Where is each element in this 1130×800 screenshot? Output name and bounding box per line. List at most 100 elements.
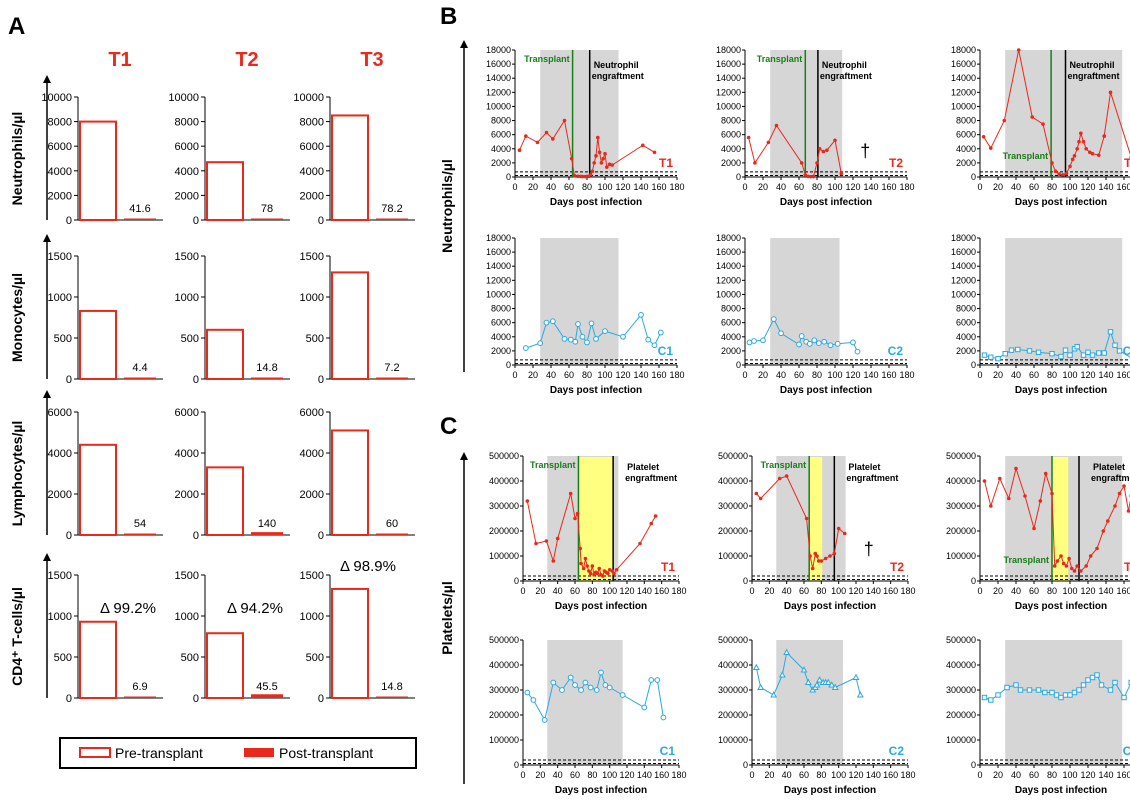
data-point xyxy=(758,496,763,501)
bar-post-transplant xyxy=(376,377,408,379)
x-tick-label: 40 xyxy=(782,770,792,780)
data-point xyxy=(641,704,648,711)
bar-pre-transplant xyxy=(331,429,369,537)
y-tick-label: 2000 xyxy=(956,158,976,168)
data-point xyxy=(813,681,821,688)
x-tick-label: 40 xyxy=(553,770,563,780)
x-tick-label: 160 xyxy=(881,370,896,380)
x-tick-label: 80 xyxy=(587,770,597,780)
post-value-label: 14.8 xyxy=(381,681,402,693)
data-point xyxy=(1068,164,1072,169)
data-point xyxy=(1070,157,1075,162)
x-tick-label: 120 xyxy=(1080,770,1095,780)
y-tick-label: 300000 xyxy=(718,501,748,511)
grey-region xyxy=(540,238,619,365)
y-tick-label: 1000 xyxy=(48,611,72,623)
y-tick-label: 0 xyxy=(743,576,748,586)
row-2-ylabel: Lymphocytes/µl xyxy=(9,421,25,527)
x-tick-label: 100 xyxy=(831,586,846,596)
data-point xyxy=(579,333,586,340)
data-point xyxy=(1079,569,1083,573)
data-point xyxy=(815,340,822,347)
x-tick-label: 20 xyxy=(758,370,768,380)
data-point xyxy=(1067,556,1071,561)
y-tick-label: 400000 xyxy=(489,476,519,486)
y-tick-label: 12000 xyxy=(486,275,511,285)
yellow-region xyxy=(809,457,823,581)
data-point xyxy=(1052,564,1057,568)
data-point xyxy=(854,348,861,355)
post-value-label: 14.8 xyxy=(256,362,277,374)
y-tick-label: 2000 xyxy=(956,346,976,356)
data-point xyxy=(1095,546,1099,551)
y-tick-label: 12000 xyxy=(951,275,976,285)
y-tick-label: 6000 xyxy=(300,407,324,419)
data-point xyxy=(806,340,813,347)
y-tick-label: 16000 xyxy=(486,247,511,257)
data-point xyxy=(1084,564,1088,568)
x-tick-label: 160 xyxy=(654,770,669,780)
data-point xyxy=(585,564,589,568)
patient-header-T2: T2 xyxy=(235,49,258,71)
data-point xyxy=(1112,679,1118,686)
bar-post-transplant xyxy=(124,377,156,379)
y-tick-label: 500000 xyxy=(946,635,976,645)
y-tick-label: 100000 xyxy=(946,551,976,561)
x-axis-label: Days post infection xyxy=(1015,385,1107,396)
bar-plot-T3-row-1: 0 500 1000 1500 7.2 xyxy=(300,251,415,386)
grey-region xyxy=(1005,640,1123,765)
engraftment-label-line1: Neutrophil xyxy=(822,60,867,70)
x-tick-label: 80 xyxy=(1047,370,1057,380)
data-point xyxy=(1035,349,1042,356)
y-tick-label: 18000 xyxy=(716,45,741,55)
data-point xyxy=(821,338,828,345)
y-tick-label: 100000 xyxy=(946,735,976,745)
engraftment-label-line2: engraftment xyxy=(846,473,898,483)
data-point xyxy=(1080,682,1087,688)
y-tick-label: 400000 xyxy=(718,476,748,486)
data-point xyxy=(1008,347,1015,353)
data-point xyxy=(821,149,826,154)
x-tick-label: 140 xyxy=(863,370,878,380)
data-point xyxy=(1088,150,1092,155)
data-point xyxy=(1071,689,1078,696)
data-point xyxy=(605,165,609,169)
B-ylabel: Neutrophils/µl xyxy=(439,159,455,253)
subplot-C-C2: 0 100000 200000 300000 400000 500000 0 20 40 60 80… xyxy=(718,635,916,796)
data-point xyxy=(828,554,832,558)
data-point xyxy=(1116,348,1123,354)
transplant-label: Transplant xyxy=(1003,151,1049,161)
y-tick-label: 8000 xyxy=(491,304,511,314)
data-point xyxy=(561,335,568,342)
y-tick-label: 16000 xyxy=(951,247,976,257)
data-point xyxy=(1059,554,1063,558)
x-tick-label: 140 xyxy=(633,370,648,380)
engraftment-label-line2: engraftment xyxy=(625,473,677,483)
data-point xyxy=(1049,351,1055,357)
data-point xyxy=(559,687,565,693)
data-point xyxy=(1041,122,1045,126)
x-tick-label: 40 xyxy=(776,182,786,192)
y-tick-label: 200000 xyxy=(489,710,519,720)
x-tick-label: 20 xyxy=(535,770,545,780)
yellow-region xyxy=(578,457,614,581)
post-value-label: 140 xyxy=(258,518,276,530)
data-point xyxy=(551,137,555,141)
data-point xyxy=(836,526,841,531)
legend-pre-swatch xyxy=(79,747,111,758)
data-point xyxy=(856,691,864,698)
y-tick-label: 14000 xyxy=(486,73,511,83)
data-point xyxy=(1062,347,1069,353)
bar-plot-T2-row-3: 0 500 1000 1500 45.5 Δ 94.2% xyxy=(175,570,290,705)
data-point xyxy=(582,679,589,686)
data-point xyxy=(573,516,577,521)
x-tick-label: 60 xyxy=(794,370,804,380)
data-point xyxy=(578,546,582,551)
y-tick-label: 1000 xyxy=(300,611,324,623)
transplant-label: Transplant xyxy=(530,460,576,470)
y-tick-label: 300000 xyxy=(946,685,976,695)
data-point xyxy=(1075,146,1079,151)
data-point xyxy=(596,135,600,140)
data-point xyxy=(1085,677,1091,683)
